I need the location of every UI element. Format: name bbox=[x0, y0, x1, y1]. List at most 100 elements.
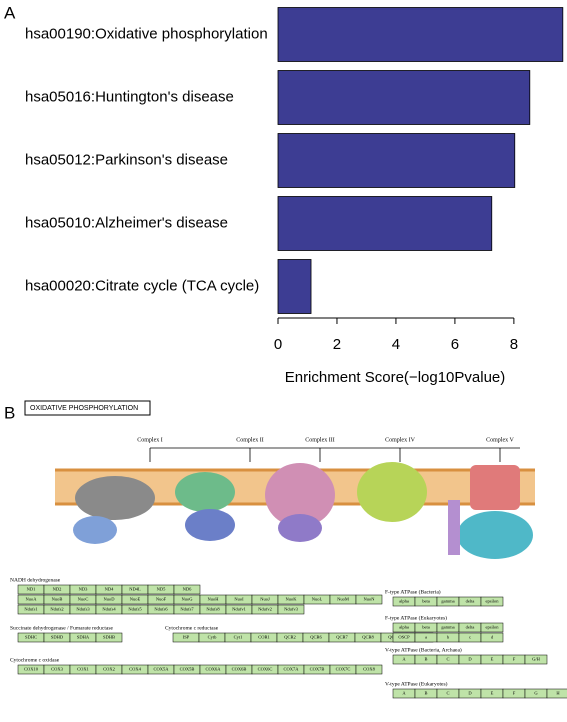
gene-label: Ndufs3 bbox=[76, 607, 90, 612]
gene-label: COX2 bbox=[103, 667, 115, 672]
gene-box bbox=[355, 594, 383, 605]
gene-box bbox=[277, 604, 305, 615]
gene-label: NuoD bbox=[104, 597, 116, 602]
complex-shape bbox=[457, 511, 533, 559]
gene-label: Ndufs4 bbox=[102, 607, 116, 612]
section-title: Cytochrome c reductase bbox=[165, 625, 219, 631]
gene-label: d bbox=[491, 635, 494, 640]
gene-box bbox=[480, 622, 504, 633]
gene-label: COX4 bbox=[129, 667, 142, 672]
gene-label: Ndufs5 bbox=[128, 607, 142, 612]
gene-label: COX5A bbox=[153, 667, 169, 672]
gene-label: gamma bbox=[441, 599, 454, 604]
bar bbox=[277, 133, 516, 188]
gene-label: COX6C bbox=[258, 667, 273, 672]
gene-label: E bbox=[491, 657, 494, 662]
gene-label: D bbox=[468, 691, 472, 696]
section-title: F-type ATPase (Eukaryotes) bbox=[385, 614, 447, 621]
x-tick-label: 6 bbox=[451, 336, 459, 353]
gene-label: delta bbox=[466, 625, 475, 630]
gene-box bbox=[480, 632, 504, 643]
complex-shape bbox=[75, 476, 155, 520]
gene-label: epsilon bbox=[486, 599, 500, 604]
x-tick-label: 2 bbox=[333, 336, 341, 353]
gene-label: C bbox=[446, 657, 449, 662]
bar bbox=[277, 259, 312, 314]
complex-shape bbox=[185, 509, 235, 541]
complex-shape bbox=[175, 472, 235, 512]
gene-label: SDHB bbox=[103, 635, 115, 640]
gene-label: COX1 bbox=[77, 667, 89, 672]
gene-label: COX3 bbox=[51, 667, 64, 672]
gene-label: Cytb bbox=[208, 635, 218, 640]
complex-shape bbox=[448, 500, 460, 555]
gene-label: COX8 bbox=[363, 667, 376, 672]
gene-box bbox=[355, 664, 383, 675]
complex-label: Complex I bbox=[137, 437, 163, 443]
section-title: Succinate dehydrogenase / Fumarate reduc… bbox=[10, 625, 113, 631]
gene-label: D bbox=[468, 657, 472, 662]
complex-shape bbox=[265, 463, 335, 527]
x-tick-label: 4 bbox=[392, 336, 400, 353]
complex-label: Complex IV bbox=[385, 437, 415, 443]
gene-box bbox=[173, 584, 201, 595]
gene-label: ND4L bbox=[129, 587, 141, 592]
gene-label: a bbox=[425, 635, 427, 640]
diagram-title: OXIDATIVE PHOSPHORYLATION bbox=[30, 405, 138, 412]
gene-label: Ndufv1 bbox=[232, 607, 246, 612]
gene-label: QCR6 bbox=[310, 635, 322, 640]
gene-label: Ndufs1 bbox=[24, 607, 37, 612]
gene-label: NuoB bbox=[52, 597, 63, 602]
section-title: V-type ATPase (Bacteria, Archaea) bbox=[385, 646, 462, 653]
gene-label: G bbox=[534, 691, 538, 696]
diagram-title-box bbox=[24, 400, 151, 416]
category-label: hsa00020:Citrate cycle (TCA cycle) bbox=[25, 277, 259, 294]
gene-label: Ndufs7 bbox=[180, 607, 194, 612]
gene-label: H bbox=[556, 691, 560, 696]
gene-label: Ndufs2 bbox=[50, 607, 63, 612]
gene-box bbox=[480, 596, 504, 607]
gene-label: E bbox=[491, 691, 494, 696]
gene-label: Ndufs6 bbox=[154, 607, 168, 612]
gene-label: NuoK bbox=[286, 597, 298, 602]
gene-label: Cyt1 bbox=[234, 635, 243, 640]
complex-shape bbox=[278, 514, 322, 542]
complex-label: Complex II bbox=[236, 437, 264, 443]
gene-label: COX6B bbox=[232, 667, 247, 672]
category-label: hsa05012:Parkinson's disease bbox=[25, 151, 228, 168]
gene-box bbox=[95, 632, 123, 643]
gene-label: NuoA bbox=[26, 597, 38, 602]
x-tick-label: 0 bbox=[274, 336, 282, 353]
gene-label: ND1 bbox=[27, 587, 36, 592]
bar bbox=[277, 70, 531, 125]
gene-label: NuoG bbox=[182, 597, 194, 602]
section-title: F-type ATPase (Bacteria) bbox=[385, 588, 441, 595]
category-label: hsa05016:Huntington's disease bbox=[25, 88, 234, 105]
gene-label: NuoH bbox=[208, 597, 220, 602]
gene-label: B bbox=[424, 691, 427, 696]
gene-label: Ndufv2 bbox=[258, 607, 272, 612]
gene-label: SDHA bbox=[77, 635, 90, 640]
gene-label: COX10 bbox=[24, 667, 39, 672]
panel-label: A bbox=[4, 3, 16, 22]
gene-label: ND6 bbox=[183, 587, 192, 592]
section-title: NADH dehydrogenase bbox=[10, 577, 61, 583]
gene-label: A bbox=[402, 691, 406, 696]
gene-label: QCR7 bbox=[336, 635, 348, 640]
gene-label: COX5B bbox=[180, 667, 195, 672]
gene-label: NuoF bbox=[156, 597, 167, 602]
connector bbox=[149, 447, 520, 462]
gene-box bbox=[524, 654, 548, 665]
gene-label: QCR2 bbox=[284, 635, 296, 640]
gene-label: C bbox=[446, 691, 449, 696]
gene-label: ND2 bbox=[53, 587, 62, 592]
complex-label: Complex III bbox=[305, 437, 335, 443]
gene-label: COR1 bbox=[258, 635, 270, 640]
gene-box bbox=[546, 688, 567, 699]
gene-label: COX6A bbox=[205, 667, 221, 672]
category-label: hsa05010:Alzheimer's disease bbox=[25, 214, 228, 231]
bar bbox=[277, 7, 564, 62]
gene-label: ND3 bbox=[79, 587, 88, 592]
gene-label: beta bbox=[422, 599, 430, 604]
